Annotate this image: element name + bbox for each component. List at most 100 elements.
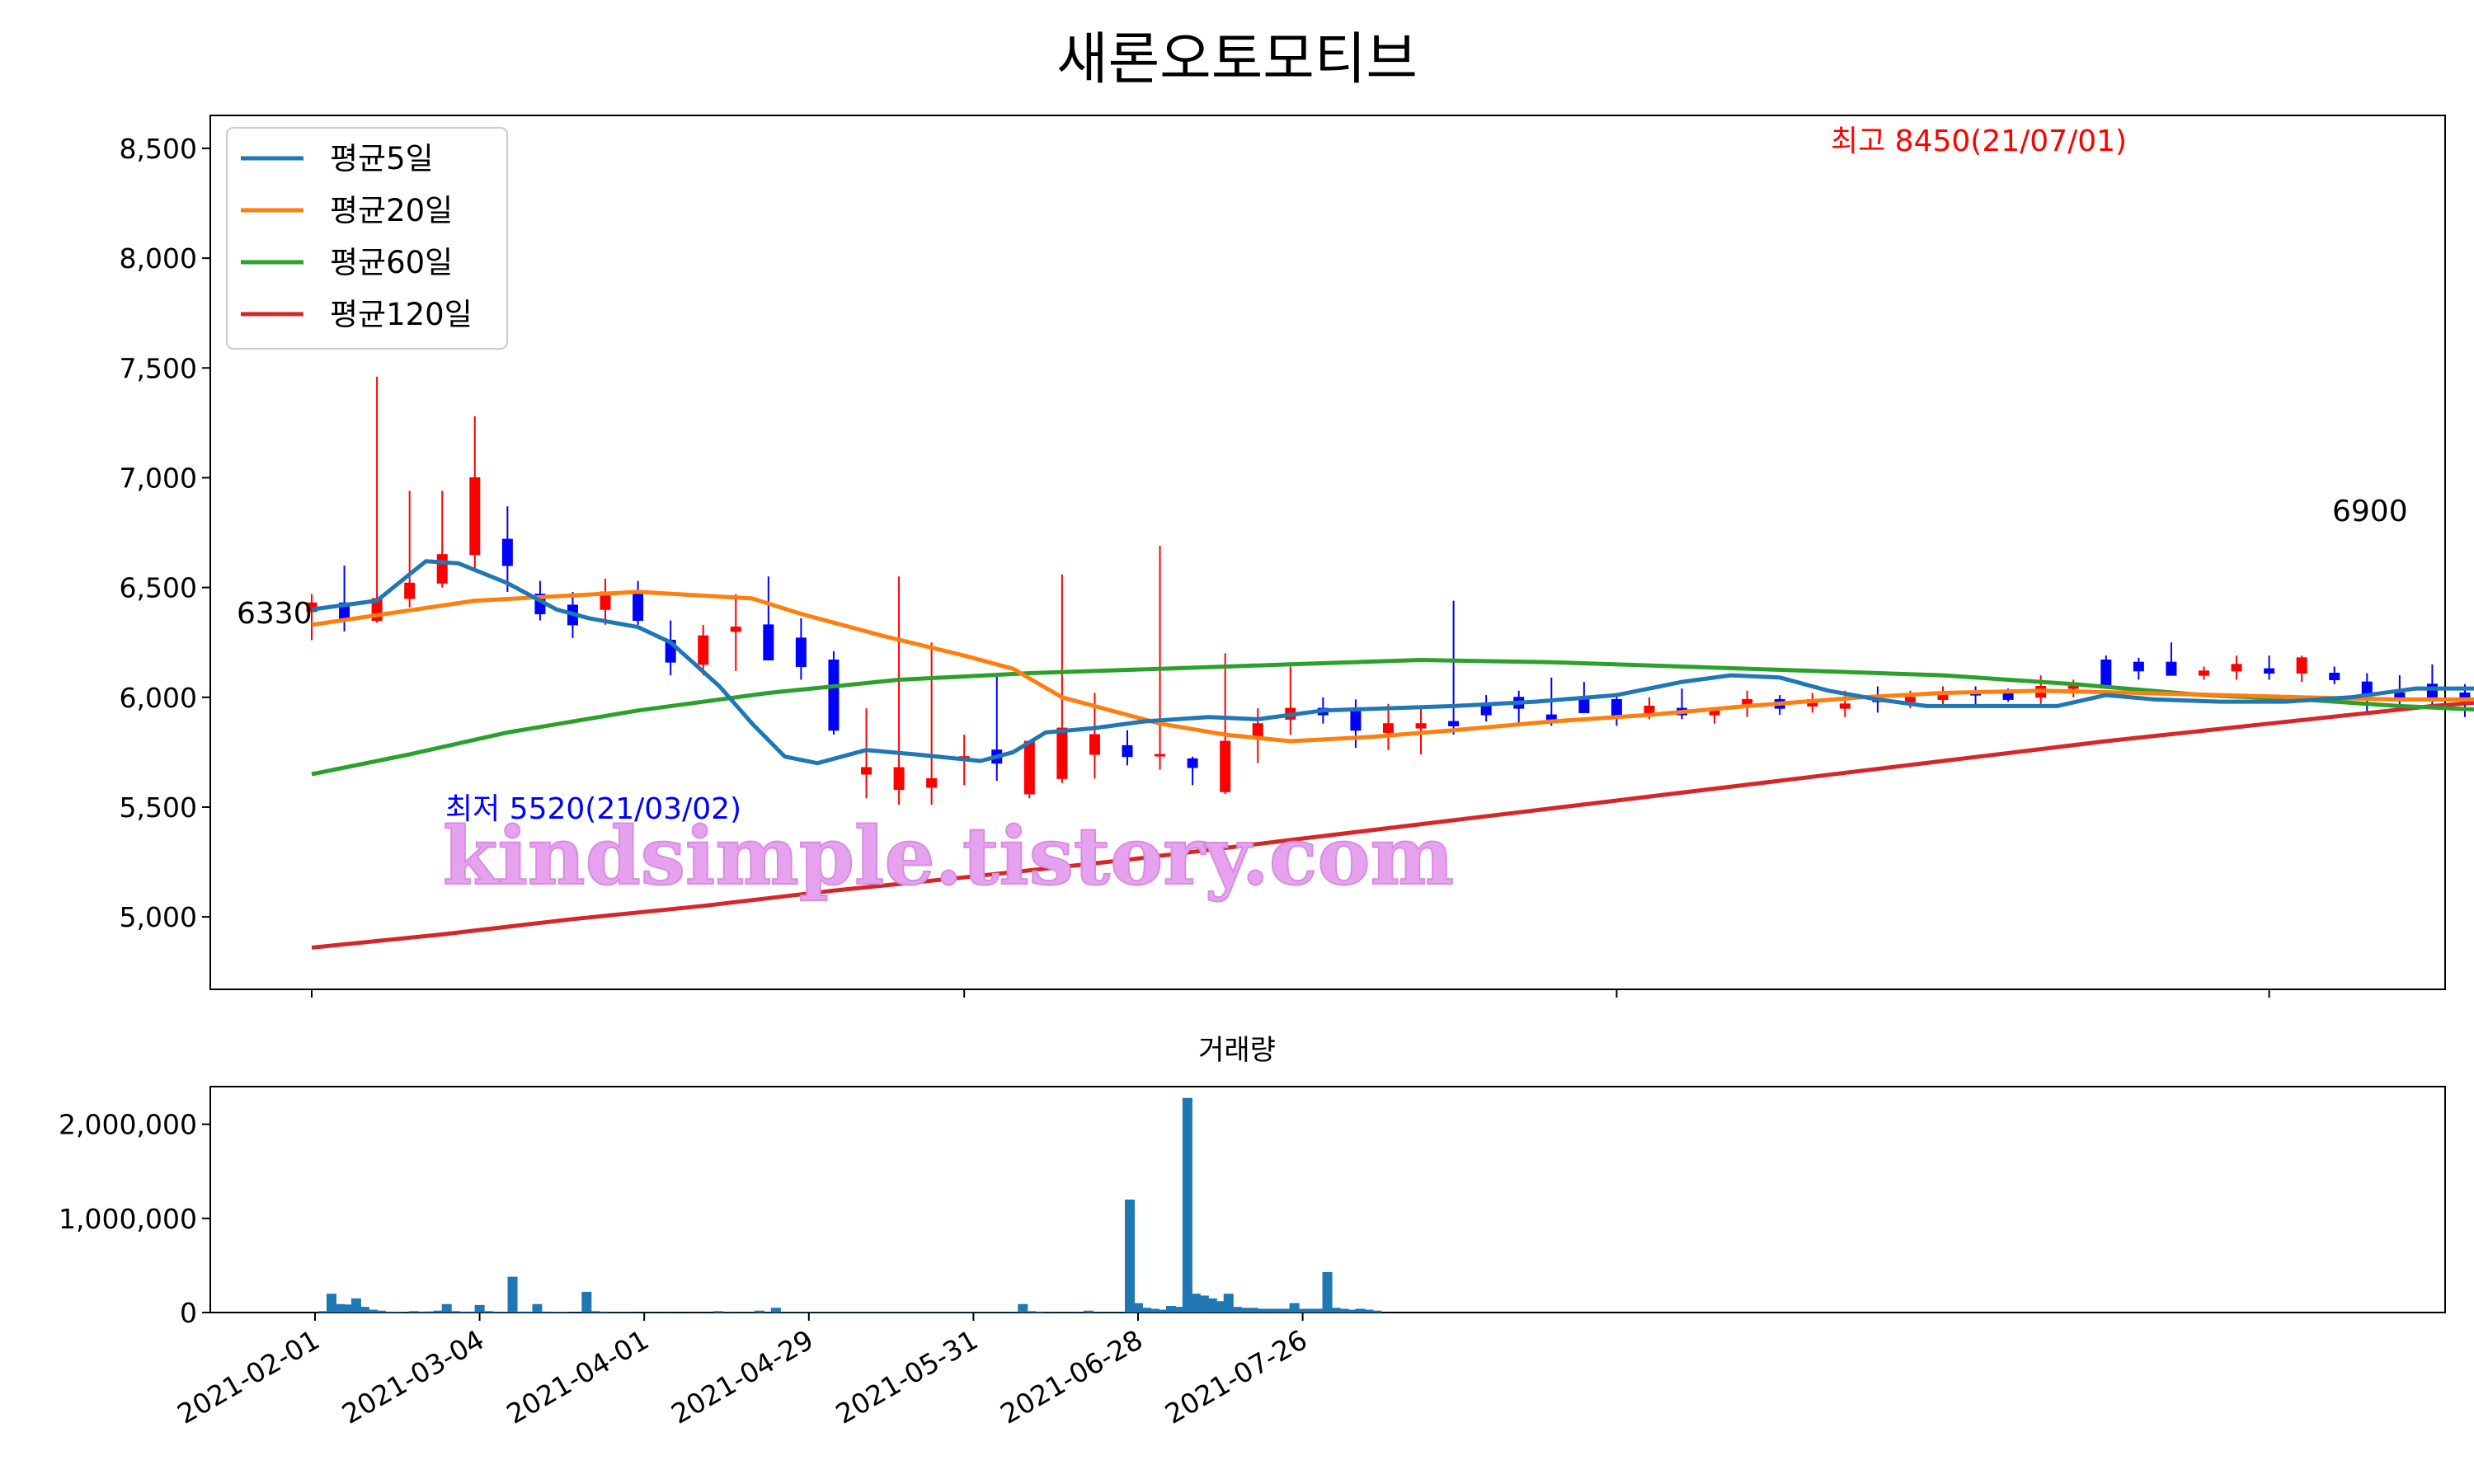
price-ytick-label: 6,500 bbox=[120, 572, 197, 604]
volume-bar bbox=[416, 1311, 427, 1313]
volume-bar bbox=[515, 1311, 526, 1313]
volume-bar bbox=[762, 1312, 773, 1313]
volume-bar bbox=[1157, 1309, 1168, 1313]
volume-bar bbox=[952, 1312, 962, 1313]
candle-body bbox=[633, 591, 644, 622]
price-panel: 5,000 5,500 6,000 6,500 7,000 7,500 8,000 8,500 bbox=[120, 115, 2474, 998]
volume-bar bbox=[573, 1312, 584, 1313]
volume-bar bbox=[1117, 1312, 1127, 1313]
volume-bar bbox=[844, 1312, 855, 1313]
volume-bar bbox=[778, 1312, 789, 1313]
volume-xtick-label: 2021-03-04 bbox=[336, 1323, 490, 1430]
candle-body bbox=[861, 767, 872, 775]
volume-bar bbox=[877, 1312, 888, 1313]
candle-body bbox=[2133, 661, 2144, 672]
volume-bar bbox=[1272, 1308, 1283, 1313]
ma120-line bbox=[311, 700, 2474, 950]
candle-body bbox=[469, 477, 481, 556]
volume-bar bbox=[1018, 1303, 1028, 1313]
volume-bar bbox=[1223, 1294, 1234, 1313]
volume-bar bbox=[795, 1312, 806, 1313]
candle-body bbox=[1611, 698, 1622, 718]
volume-bar bbox=[408, 1311, 419, 1313]
volume-bar bbox=[985, 1312, 995, 1313]
volume-bar bbox=[425, 1311, 435, 1313]
volume-bar bbox=[993, 1312, 1004, 1313]
volume-bar bbox=[1264, 1308, 1275, 1313]
candle-body bbox=[828, 660, 840, 731]
low-annotation: 최저 5520(21/03/02) bbox=[445, 792, 741, 826]
candle-body bbox=[1937, 694, 1949, 700]
volume-bar bbox=[1305, 1308, 1316, 1313]
volume-bar bbox=[400, 1312, 411, 1313]
candle-body bbox=[1220, 740, 1231, 792]
price-ytick-label: 8,000 bbox=[120, 242, 197, 275]
candle-body bbox=[2426, 683, 2438, 700]
candle-body bbox=[2100, 660, 2112, 687]
chart-title: 새론오토모티브 bbox=[1056, 27, 1418, 92]
volume-bar bbox=[548, 1312, 559, 1313]
candle-body bbox=[1122, 744, 1133, 758]
ma20-line bbox=[311, 589, 2474, 744]
volume-ytick-label: 0 bbox=[180, 1297, 197, 1329]
candle-body bbox=[2329, 672, 2340, 680]
price-ytick-label: 5,500 bbox=[120, 791, 197, 824]
candle-body bbox=[730, 627, 741, 632]
volume-bar bbox=[1338, 1308, 1349, 1313]
volume-bar bbox=[342, 1304, 353, 1313]
volume-bar bbox=[1042, 1312, 1053, 1313]
volume-bar bbox=[590, 1311, 600, 1313]
volume-bar bbox=[1009, 1312, 1020, 1313]
volume-bar bbox=[1092, 1312, 1103, 1313]
volume-bar bbox=[1182, 1097, 1192, 1313]
legend-ma60-label: 평균60일 bbox=[330, 245, 453, 280]
watermark: kindsimple.tistory.com bbox=[443, 810, 1454, 903]
volume-xtick-label: 2021-02-01 bbox=[172, 1323, 325, 1430]
volume-bar bbox=[326, 1294, 336, 1313]
candle-body bbox=[1056, 727, 1068, 779]
volume-bar bbox=[836, 1312, 847, 1313]
volume-bar bbox=[869, 1312, 880, 1313]
volume-bar bbox=[598, 1311, 609, 1313]
volume-bar bbox=[811, 1312, 822, 1313]
candle-body bbox=[1350, 710, 1362, 731]
volume-bar bbox=[943, 1312, 954, 1313]
volume-bar bbox=[853, 1312, 863, 1313]
volume-bar bbox=[745, 1312, 756, 1313]
volume-bar bbox=[1314, 1308, 1324, 1313]
volume-bar bbox=[565, 1312, 576, 1313]
volume-bar bbox=[729, 1312, 740, 1313]
volume-bar bbox=[1141, 1308, 1151, 1313]
candle-body bbox=[2264, 668, 2275, 674]
candle-body bbox=[1089, 734, 1100, 755]
volume-bar bbox=[820, 1312, 830, 1313]
volume-bar bbox=[894, 1312, 905, 1313]
volume-bar bbox=[1100, 1312, 1111, 1313]
volume-xtick-label: 2021-04-29 bbox=[666, 1323, 819, 1430]
volume-bar bbox=[902, 1312, 913, 1313]
volume-bar bbox=[1206, 1298, 1217, 1313]
volume-bar bbox=[614, 1312, 625, 1313]
candle-body bbox=[1187, 758, 1198, 768]
candle-body bbox=[1155, 754, 1166, 757]
volume-bar bbox=[1051, 1312, 1061, 1313]
volume-bar bbox=[441, 1303, 452, 1313]
volume-bar bbox=[383, 1311, 394, 1313]
volume-bar bbox=[375, 1310, 386, 1313]
volume-bar bbox=[1297, 1308, 1308, 1313]
volume-bar bbox=[1330, 1308, 1341, 1313]
volume-bar bbox=[1034, 1311, 1045, 1313]
volume-bar bbox=[1281, 1308, 1291, 1313]
volume-bar bbox=[458, 1311, 468, 1313]
volume-xtick-label: 2021-07-26 bbox=[1159, 1323, 1313, 1430]
volume-bar bbox=[976, 1312, 987, 1313]
first-close-label: 6330 bbox=[237, 597, 313, 631]
volume-bar bbox=[1231, 1307, 1242, 1313]
candle-body bbox=[1904, 697, 1916, 702]
volume-bar bbox=[1355, 1308, 1366, 1313]
volume-bar bbox=[1322, 1271, 1333, 1313]
candle-body bbox=[2002, 692, 2014, 700]
volume-bar bbox=[1215, 1301, 1225, 1313]
volume-bar bbox=[1149, 1308, 1159, 1313]
price-ytick-label: 5,000 bbox=[120, 901, 197, 933]
